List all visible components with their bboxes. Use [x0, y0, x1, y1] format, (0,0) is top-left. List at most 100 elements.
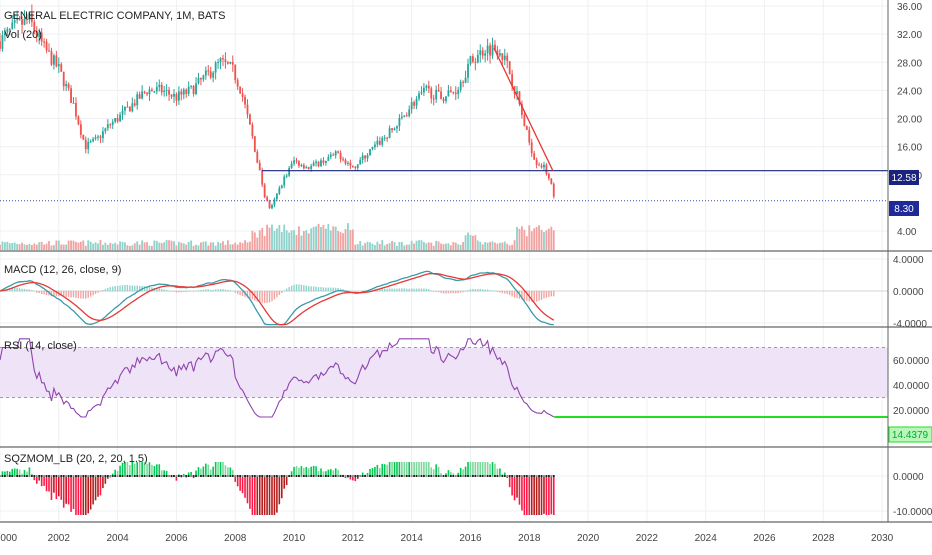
squeeze-dot: [481, 475, 484, 477]
squeeze-dot: [79, 475, 82, 477]
candle-body: [182, 89, 185, 95]
candle-body: [70, 88, 72, 103]
candle-body: [77, 116, 80, 125]
volume-bar: [55, 240, 58, 250]
macd-histogram-bar: [31, 289, 33, 292]
squeeze-dot: [246, 475, 249, 477]
squeeze-histogram-bar: [126, 462, 129, 477]
macd-histogram-bar: [511, 291, 513, 297]
trendline: [493, 47, 554, 171]
squeeze-histogram-bar: [462, 469, 464, 477]
volume-bar: [77, 242, 80, 250]
squeeze-dot: [506, 475, 509, 477]
candle-body: [1, 35, 4, 49]
candle-body: [405, 115, 408, 117]
candle-body: [278, 188, 281, 194]
candle-body: [173, 93, 175, 97]
squeeze-dot: [273, 475, 276, 477]
candle-body: [471, 56, 474, 62]
volume-bar: [364, 243, 367, 250]
volume-bar: [317, 223, 320, 250]
volume-bar: [50, 245, 53, 250]
time-axis[interactable]: 2000 2002 2004 2006 2008 2010 2012 2014 2016 2018…: [0, 533, 894, 544]
squeeze-dot: [57, 475, 60, 477]
symbol-title: GENERAL ELECTRIC COMPANY, 1M, BATS: [4, 10, 225, 22]
squeeze-histogram-bar: [187, 472, 190, 477]
macd-histogram-bar: [477, 289, 479, 292]
volume-bar: [278, 224, 281, 250]
squeeze-histogram-bar: [393, 462, 396, 477]
squeeze-histogram-bar: [388, 462, 391, 477]
candle-body: [246, 104, 249, 115]
squeeze-dot: [410, 475, 413, 477]
candle-body: [547, 173, 550, 179]
volume-bar: [241, 242, 244, 250]
candle-body: [540, 165, 543, 168]
volume-bar: [457, 244, 460, 250]
volume-bar: [435, 240, 438, 250]
volume-bar: [506, 243, 509, 250]
macd-pane: [0, 270, 888, 326]
candle-body: [339, 152, 342, 160]
macd-histogram-bar: [183, 291, 185, 292]
volume-bar: [175, 245, 178, 250]
macd-histogram-bar: [352, 291, 354, 292]
candle-body: [516, 91, 518, 94]
squeeze-dot: [128, 475, 131, 477]
squeeze-histogram-bar: [231, 470, 234, 477]
volume-bar: [16, 243, 19, 250]
squeeze-histogram-bar: [75, 476, 77, 515]
squeeze-dot: [261, 475, 264, 477]
squeeze-histogram-bar: [464, 466, 467, 477]
squeeze-histogram-bar: [217, 462, 219, 477]
candle-body: [378, 140, 381, 145]
volume-bar: [6, 241, 9, 250]
candle-body: [518, 91, 521, 104]
volume-bar: [109, 242, 112, 250]
squeeze-histogram-bar: [396, 462, 398, 477]
candle-body: [165, 90, 168, 92]
macd-histogram-bar: [482, 289, 484, 292]
macd-histogram-bar: [388, 288, 391, 292]
macd-histogram-bar: [396, 288, 398, 292]
squeeze-dot: [334, 475, 337, 477]
volume-bar: [0, 244, 1, 250]
squeeze-dot: [177, 475, 180, 477]
candle-body: [209, 71, 212, 78]
squeeze-dot: [236, 475, 239, 477]
volume-bar: [535, 226, 538, 250]
macd-histogram-bar: [523, 291, 526, 301]
macd-histogram-bar: [202, 289, 205, 292]
squeeze-dot: [396, 475, 398, 477]
volume-bar: [48, 241, 50, 250]
volume-bar: [381, 240, 384, 250]
squeeze-dot: [35, 475, 38, 477]
squeeze-histogram-bar: [60, 476, 63, 500]
squeeze-histogram-bar: [234, 476, 237, 482]
volume-bar: [403, 245, 406, 250]
volume-bar: [476, 240, 479, 250]
macd-histogram-bar: [442, 291, 445, 294]
candle-body: [200, 77, 202, 80]
macd-histogram-bar: [65, 291, 67, 297]
squeeze-dot: [423, 475, 425, 477]
macd-histogram-bar: [344, 289, 347, 292]
macd-histogram-bar: [540, 291, 543, 300]
squeeze-histogram-bar: [369, 468, 371, 477]
squeeze-histogram-bar: [131, 462, 134, 477]
volume-bar: [153, 240, 156, 250]
macd-histogram-bar: [18, 288, 21, 292]
volume-bar: [40, 241, 43, 250]
candle-body: [525, 126, 528, 130]
squeeze-histogram-bar: [35, 476, 38, 484]
macd-histogram-bar: [359, 290, 361, 292]
price-tick-label: 16.00: [897, 143, 922, 154]
candle-body: [280, 185, 283, 189]
candle-body: [457, 89, 460, 95]
macd-histogram-bar: [393, 288, 396, 292]
squeeze-histogram-bar: [18, 469, 21, 477]
squeeze-dot: [207, 475, 210, 477]
squeeze-histogram-bar: [156, 464, 158, 477]
